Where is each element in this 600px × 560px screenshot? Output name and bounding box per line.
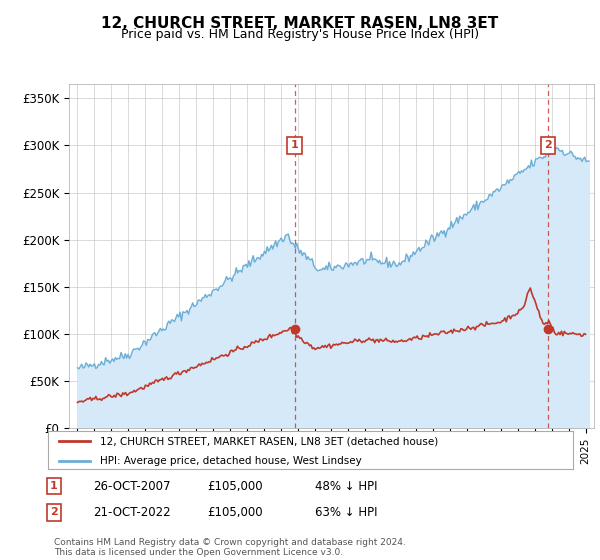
Text: Contains HM Land Registry data © Crown copyright and database right 2024.: Contains HM Land Registry data © Crown c… <box>54 538 406 547</box>
Text: 2: 2 <box>50 507 58 517</box>
Text: 48% ↓ HPI: 48% ↓ HPI <box>315 479 377 493</box>
Text: 1: 1 <box>50 481 58 491</box>
Text: £105,000: £105,000 <box>207 479 263 493</box>
Text: Price paid vs. HM Land Registry's House Price Index (HPI): Price paid vs. HM Land Registry's House … <box>121 28 479 41</box>
Text: 26-OCT-2007: 26-OCT-2007 <box>93 479 170 493</box>
Text: HPI: Average price, detached house, West Lindsey: HPI: Average price, detached house, West… <box>101 456 362 466</box>
Text: 2: 2 <box>544 141 552 150</box>
Text: 12, CHURCH STREET, MARKET RASEN, LN8 3ET: 12, CHURCH STREET, MARKET RASEN, LN8 3ET <box>101 16 499 31</box>
Text: £105,000: £105,000 <box>207 506 263 519</box>
Text: 63% ↓ HPI: 63% ↓ HPI <box>315 506 377 519</box>
Text: This data is licensed under the Open Government Licence v3.0.: This data is licensed under the Open Gov… <box>54 548 343 557</box>
Text: 21-OCT-2022: 21-OCT-2022 <box>93 506 170 519</box>
Text: 1: 1 <box>291 141 298 150</box>
Text: 12, CHURCH STREET, MARKET RASEN, LN8 3ET (detached house): 12, CHURCH STREET, MARKET RASEN, LN8 3ET… <box>101 436 439 446</box>
